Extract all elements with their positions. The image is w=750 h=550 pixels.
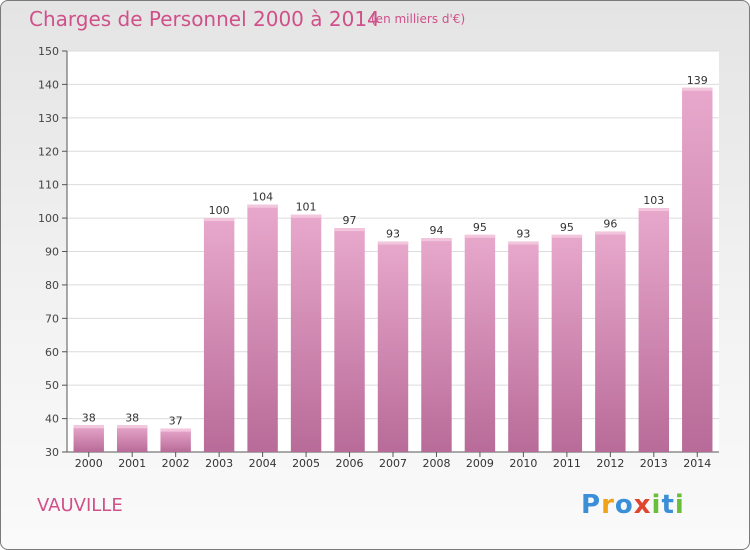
y-tick-label: 60	[45, 346, 59, 359]
bar	[334, 228, 365, 452]
x-tick-label: 2008	[422, 457, 450, 470]
bar-value-label: 101	[296, 201, 317, 214]
y-tick-label: 70	[45, 312, 59, 325]
bar-value-label: 95	[473, 221, 487, 234]
bar-top-highlight	[203, 218, 235, 222]
bar-value-label: 94	[429, 224, 443, 237]
y-tick-label: 100	[38, 212, 59, 225]
bar-value-label: 104	[252, 191, 273, 204]
y-tick-label: 40	[45, 413, 59, 426]
bar	[116, 425, 148, 452]
bar-value-label: 96	[603, 217, 617, 230]
bar-top-highlight	[247, 204, 278, 208]
bar-top-highlight	[638, 208, 670, 212]
x-tick-label: 2006	[336, 457, 364, 470]
x-tick-label: 2005	[292, 457, 320, 470]
y-tick-label: 150	[38, 45, 59, 58]
x-tick-label: 2003	[205, 457, 233, 470]
bar-top-highlight	[334, 228, 365, 232]
bar-value-label: 103	[643, 194, 664, 207]
x-tick-label: 2004	[249, 457, 277, 470]
bar	[290, 214, 322, 452]
bar-value-label: 37	[169, 415, 183, 428]
bar-top-highlight	[160, 428, 191, 432]
bar-value-label: 38	[82, 411, 96, 424]
x-tick-label: 2014	[683, 457, 711, 470]
bar-top-highlight	[73, 425, 104, 429]
x-tick-label: 2009	[466, 457, 494, 470]
bar-value-label: 100	[209, 204, 230, 217]
bar	[508, 241, 539, 452]
x-tick-label: 2011	[553, 457, 581, 470]
x-tick-label: 2013	[640, 457, 668, 470]
chart-title: Charges de Personnel 2000 à 2014	[29, 7, 380, 31]
bar-value-label: 139	[687, 74, 708, 87]
y-tick-label: 110	[38, 179, 59, 192]
bar-top-highlight	[290, 214, 322, 218]
x-tick-label: 2002	[162, 457, 190, 470]
location-label: VAUVILLE	[37, 495, 123, 516]
bar	[377, 241, 409, 452]
bar-top-highlight	[595, 231, 626, 235]
bar-value-label: 93	[516, 227, 530, 240]
bar-top-highlight	[377, 241, 409, 245]
y-tick-label: 90	[45, 246, 59, 259]
bar	[551, 234, 583, 452]
x-tick-label: 2007	[379, 457, 407, 470]
bar	[73, 425, 104, 452]
plot-area: 30 40 50 60 70 80 90 100 110 120 130 140 150 38 2000 38…	[38, 45, 719, 470]
bar-top-highlight	[682, 87, 713, 91]
bar-top-highlight	[508, 241, 539, 245]
bar	[160, 428, 191, 452]
bar-value-label: 95	[560, 221, 574, 234]
bar	[247, 204, 278, 452]
bar-top-highlight	[421, 238, 452, 242]
bar-top-highlight	[464, 234, 496, 238]
bar	[203, 218, 235, 452]
y-tick-label: 30	[45, 446, 59, 459]
bar	[421, 238, 452, 452]
bar	[464, 234, 496, 452]
bar	[595, 231, 626, 452]
bar-top-highlight	[116, 425, 148, 429]
bar-value-label: 93	[386, 227, 400, 240]
bar-value-label: 38	[125, 411, 139, 424]
y-tick-label: 130	[38, 112, 59, 125]
y-tick-label: 140	[38, 78, 59, 91]
bar-top-highlight	[551, 234, 583, 238]
proxiti-logo: Proxiti	[581, 490, 685, 520]
y-tick-label: 50	[45, 379, 59, 392]
x-tick-label: 2001	[118, 457, 146, 470]
chart-subtitle: (en milliers d'€)	[371, 12, 466, 26]
bar	[682, 87, 713, 452]
x-tick-label: 2012	[596, 457, 624, 470]
y-tick-label: 120	[38, 145, 59, 158]
y-tick-label: 80	[45, 279, 59, 292]
x-tick-label: 2010	[509, 457, 537, 470]
bar-value-label: 97	[343, 214, 357, 227]
bar	[638, 208, 670, 452]
x-tick-label: 2000	[75, 457, 103, 470]
